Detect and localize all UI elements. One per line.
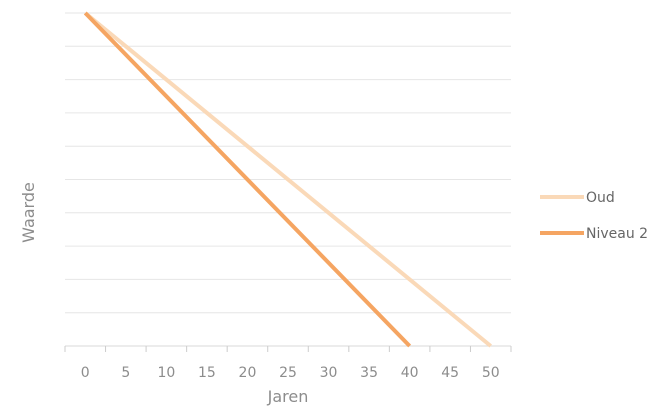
x-tick-label: 50	[482, 365, 500, 381]
x-axis: 0 5 10 15 20 25 30 35 40 45 50	[64, 345, 512, 381]
legend-label: Oud	[586, 190, 615, 206]
y-axis-title: Waarde	[19, 182, 38, 243]
legend: Oud Niveau 2	[540, 190, 648, 242]
x-axis-title: Jaren	[267, 387, 309, 406]
x-tick-label: 10	[157, 365, 175, 381]
x-tick-label: 35	[360, 365, 378, 381]
x-tick-label: 20	[239, 365, 257, 381]
x-tick-label: 30	[320, 365, 338, 381]
x-tick-label: 25	[279, 365, 297, 381]
x-tick-label: 15	[198, 365, 216, 381]
x-tick-label: 0	[81, 365, 90, 381]
x-tick-label: 40	[401, 365, 419, 381]
gridlines	[65, 12, 511, 314]
x-tick-label: 5	[121, 365, 130, 381]
x-tick-label: 45	[441, 365, 459, 381]
series-lines	[83, 11, 492, 348]
series-line-niveau-2	[83, 11, 412, 348]
legend-label: Niveau 2	[586, 226, 648, 242]
series-line-oud	[84, 11, 492, 348]
